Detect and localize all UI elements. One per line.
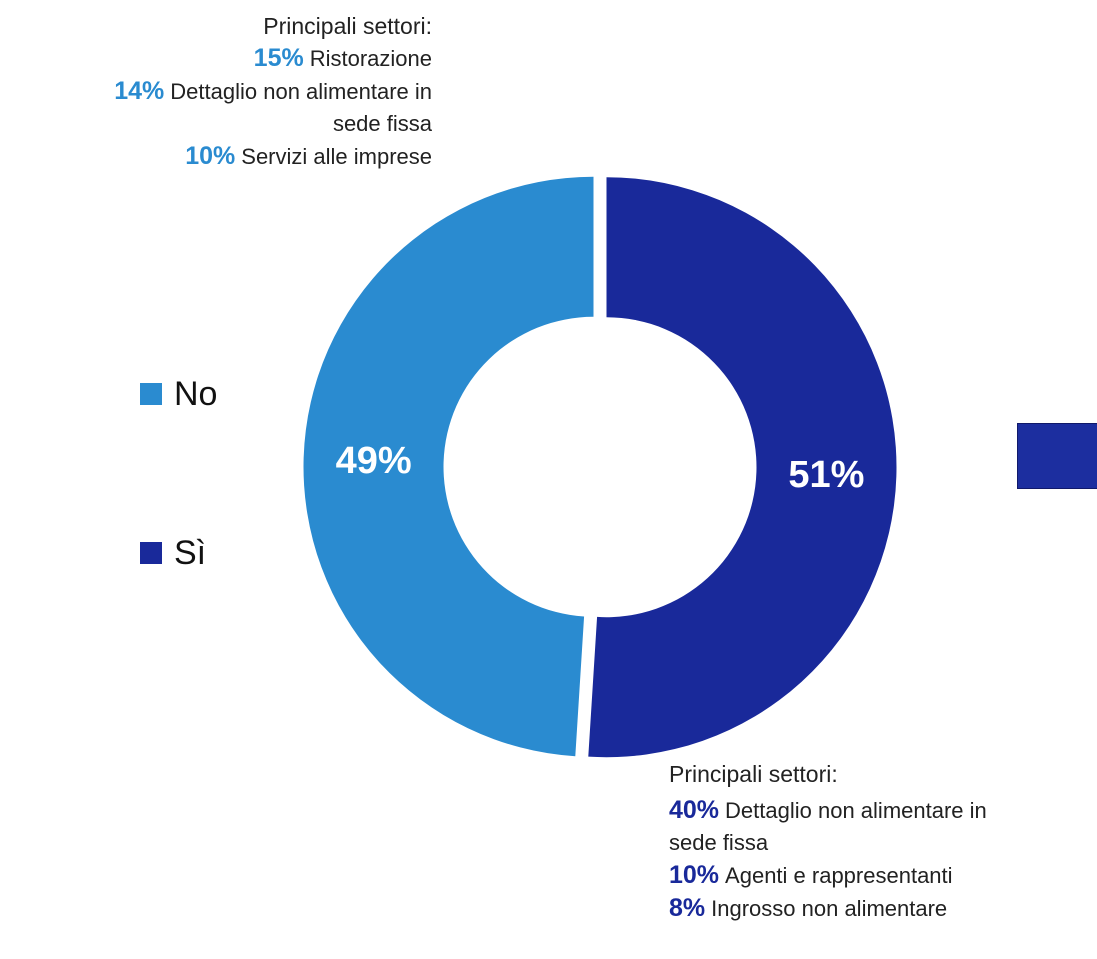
legend-swatch-si: [140, 542, 162, 564]
annotation-pct: 10%: [185, 142, 235, 170]
slice-label-no: 49%: [336, 440, 412, 482]
annotation-line: 40% Dettaglio non alimentare in: [669, 794, 1089, 827]
annotation-heading: Principali settori:: [0, 10, 432, 42]
annotation-line-continued: sede fissa: [0, 108, 432, 140]
annotation-no-sectors: Principali settori: 15% Ristorazione 14% D…: [0, 10, 432, 173]
annotation-si-sectors: Principali settori: 40% Dettaglio non ali…: [669, 758, 1089, 925]
annotation-line: 15% Ristorazione: [0, 42, 432, 75]
decorative-square: [1017, 423, 1097, 489]
annotation-text: Ingrosso non alimentare: [711, 896, 947, 921]
annotation-text: Agenti e rappresentanti: [725, 863, 953, 888]
annotation-line: 10% Servizi alle imprese: [0, 140, 432, 173]
annotation-line: 14% Dettaglio non alimentare in: [0, 75, 432, 108]
legend-swatch-no: [140, 383, 162, 405]
annotation-text: Servizi alle imprese: [241, 144, 432, 169]
annotation-line: 8% Ingrosso non alimentare: [669, 892, 1089, 925]
legend-item-no: No: [140, 374, 217, 414]
annotation-heading: Principali settori:: [669, 758, 1089, 790]
annotation-text: Ristorazione: [310, 46, 432, 71]
legend-label-si: Sì: [174, 534, 206, 573]
annotation-pct: 14%: [114, 77, 164, 105]
annotation-pct: 15%: [254, 44, 304, 72]
annotation-line-continued: sede fissa: [669, 827, 1089, 859]
legend-item-si: Sì: [140, 533, 206, 573]
annotation-pct: 10%: [669, 861, 719, 889]
legend-label-no: No: [174, 375, 217, 414]
annotation-text: Dettaglio non alimentare in: [170, 79, 432, 104]
legend-si: Sì: [140, 533, 206, 573]
annotation-line: 10% Agenti e rappresentanti: [669, 859, 1089, 892]
slice-label-si: 51%: [788, 454, 864, 496]
annotation-pct: 8%: [669, 894, 705, 922]
annotation-text: Dettaglio non alimentare in: [725, 798, 987, 823]
legend: No: [140, 374, 217, 414]
annotation-pct: 40%: [669, 796, 719, 824]
